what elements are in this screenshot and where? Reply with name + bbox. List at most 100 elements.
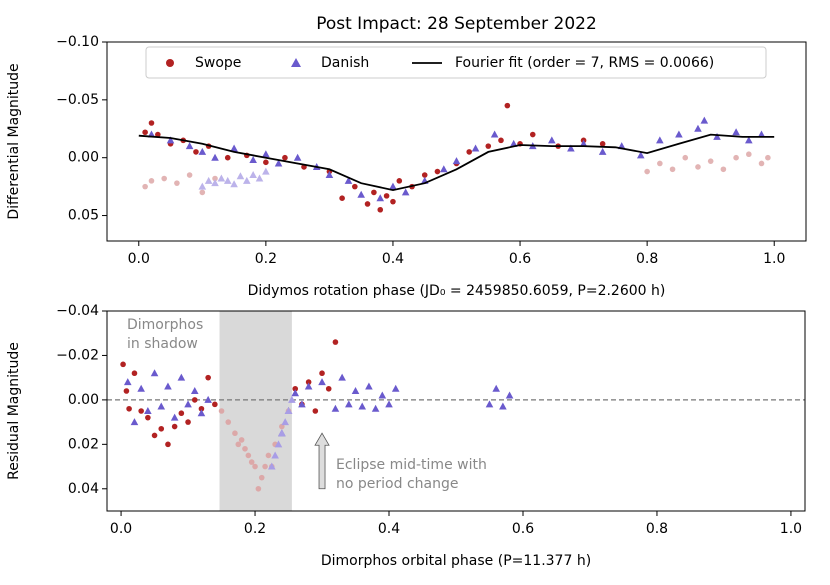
swope-point [352,183,358,190]
danish-point [745,136,753,144]
legend-label: Danish [321,55,369,71]
danish-point [170,413,179,421]
swope-point [733,154,739,161]
swope-point [142,129,148,136]
swope-point [377,206,384,213]
x-tick-label: 0.8 [636,251,658,267]
danish-point [184,400,192,408]
swope-point [529,131,536,138]
danish-point [291,389,300,397]
danish-point [401,188,410,196]
legend-label: Swope [195,55,241,71]
swope-point [682,154,689,161]
danish-point [164,382,172,390]
swope-point [165,441,171,448]
danish-point [713,132,721,140]
danish-point [230,144,238,152]
swope-point [758,160,765,167]
annotation: Dimorphos [127,317,203,333]
danish-point [137,384,145,392]
danish-point [694,124,702,132]
danish-point [567,144,575,152]
swope-point [185,419,191,425]
chart-title: Post Impact: 28 September 2022 [316,14,597,34]
danish-point [389,182,397,190]
danish-point [452,157,461,165]
danish-point [230,180,238,188]
danish-point [166,136,175,144]
danish-point [262,167,270,175]
danish-point [391,384,400,392]
annotation: in shadow [127,336,198,352]
danish-point [150,369,159,377]
annotation: no period change [336,476,458,492]
danish-point [732,128,740,136]
danish-point [217,174,226,182]
swope-point [138,408,144,414]
swope-point [199,189,206,196]
danish-point [298,400,306,408]
swope-point [498,137,504,144]
danish-point [471,144,480,152]
swope-point [212,401,218,408]
swope-point [319,370,325,377]
danish-point [185,142,194,150]
swope-point [364,201,371,207]
danish-point [344,176,353,184]
swope-point [178,410,185,417]
x-tick-label: 1.0 [780,521,802,537]
danish-point [345,400,353,408]
swope-point [151,432,158,439]
legend-marker [291,58,301,67]
danish-point [338,373,346,381]
y-tick-label: 0.02 [68,436,99,452]
swope-point [171,423,178,430]
danish-point [385,400,393,408]
danish-point [198,182,207,190]
swope-point [148,178,155,184]
swope-point [765,154,771,161]
swope-point [158,425,165,432]
plot-area [107,311,805,511]
legend: Swope Danish Fourier fit (order = 7, RMS =… [145,46,767,79]
swope-point [212,175,218,182]
danish-point [304,382,313,390]
danish-point [204,176,213,184]
swope-point [145,414,151,421]
swope-point [161,175,167,182]
swope-point [235,441,242,448]
swope-point [123,388,130,394]
danish-point [371,404,380,412]
danish-point [262,150,270,158]
danish-point [358,402,367,410]
swope-point [265,452,272,459]
danish-point [485,400,494,408]
swope-point [599,141,606,147]
swope-point [292,385,299,392]
legend-marker [166,59,174,67]
x-tick-label: 0.0 [110,521,132,537]
danish-point [236,172,245,180]
danish-point [598,147,607,155]
danish-point [325,171,334,179]
swope-point [198,405,205,412]
danish-point [499,402,507,410]
swope-point [258,474,265,481]
swope-point [131,370,138,377]
danish-point [548,136,556,144]
swope-point [255,485,262,492]
swope-point [390,198,396,205]
swope-point [504,102,511,109]
danish-point [351,387,360,394]
danish-point [579,139,588,147]
danish-point [675,130,683,138]
swope-point [218,408,225,414]
panel [138,102,775,213]
x-tick-label: 0.4 [378,521,400,537]
danish-point [492,384,500,392]
swope-point [191,397,198,403]
swope-point [238,437,245,443]
swope-point [232,430,238,437]
swope-point [371,189,377,196]
